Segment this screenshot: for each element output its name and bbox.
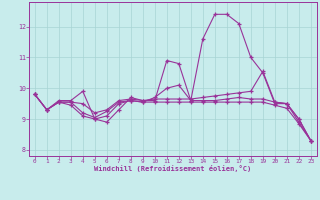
X-axis label: Windchill (Refroidissement éolien,°C): Windchill (Refroidissement éolien,°C) — [94, 165, 252, 172]
